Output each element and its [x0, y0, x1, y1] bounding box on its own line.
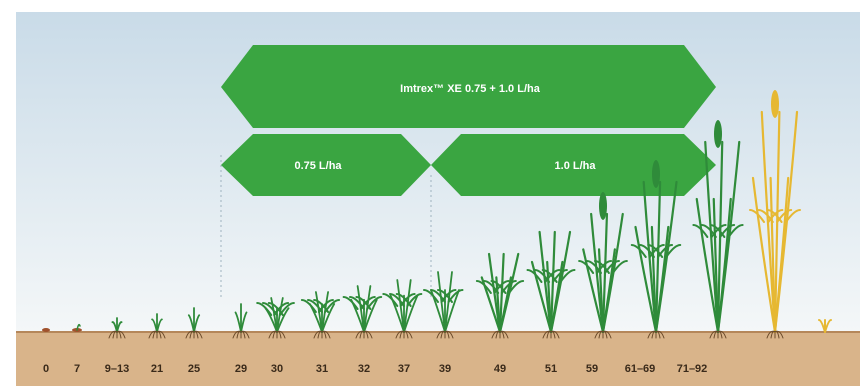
- wheat-plant: [692, 120, 744, 339]
- wheat-plant: [185, 307, 203, 339]
- wheat-plant: [526, 230, 576, 339]
- small-ripe-plant: [818, 319, 832, 333]
- application-window-banner: [221, 45, 716, 128]
- application-window-label: Imtrex™ XE 0.75 + 1.0 L/ha: [400, 83, 541, 95]
- wheat-plant: [342, 285, 383, 339]
- growth-stage-label: 51: [545, 363, 557, 375]
- growth-stage-label: 25: [188, 363, 200, 375]
- growth-stage-label: 9–13: [105, 363, 129, 375]
- wheat-plant: [148, 313, 166, 339]
- wheat-plant: [630, 160, 682, 339]
- growth-stage-label: 37: [398, 363, 410, 375]
- growth-stage-label: 71–92: [677, 363, 708, 375]
- wheat-plant: [749, 90, 801, 339]
- growth-stage-label: 30: [271, 363, 283, 375]
- growth-stage-labels: 0 7 9–13 21 25 29 30 31 32 37 39 49 51 59 61–69 71–92: [43, 363, 707, 375]
- wheat-plant: [42, 328, 50, 332]
- grain-head-icon: [652, 160, 660, 188]
- early-rate-label: 0.75 L/ha: [294, 160, 342, 172]
- growth-stage-label: 31: [316, 363, 328, 375]
- early-rate-banner: [221, 134, 431, 196]
- grain-head-icon: [714, 120, 722, 148]
- soil-band: [16, 332, 860, 386]
- wheat-plant: [256, 297, 295, 339]
- wheat-plant: [72, 323, 82, 332]
- late-rate-banner: [431, 134, 716, 196]
- growth-stage-label: 49: [494, 363, 506, 375]
- growth-stage-label: 59: [586, 363, 598, 375]
- growth-stage-label: 0: [43, 363, 49, 375]
- wheat-plant: [232, 303, 250, 339]
- wheat-plant: [475, 252, 525, 339]
- growth-stage-label: 21: [151, 363, 163, 375]
- wheat-plant: [382, 279, 423, 339]
- wheat-plant: [300, 291, 341, 339]
- grain-head-icon: [599, 192, 607, 220]
- grain-head-icon: [771, 90, 779, 118]
- growth-stage-label: 32: [358, 363, 370, 375]
- plants-row: [42, 90, 832, 339]
- wheat-plant: [108, 317, 126, 339]
- wheat-plant: [423, 271, 464, 339]
- growth-stage-label: 7: [74, 363, 80, 375]
- growth-stage-label: 29: [235, 363, 247, 375]
- wheat-plant: [578, 192, 628, 339]
- seed-icon: [42, 328, 50, 332]
- growth-stage-label: 61–69: [625, 363, 656, 375]
- growth-stage-label: 39: [439, 363, 451, 375]
- late-rate-label: 1.0 L/ha: [555, 160, 597, 172]
